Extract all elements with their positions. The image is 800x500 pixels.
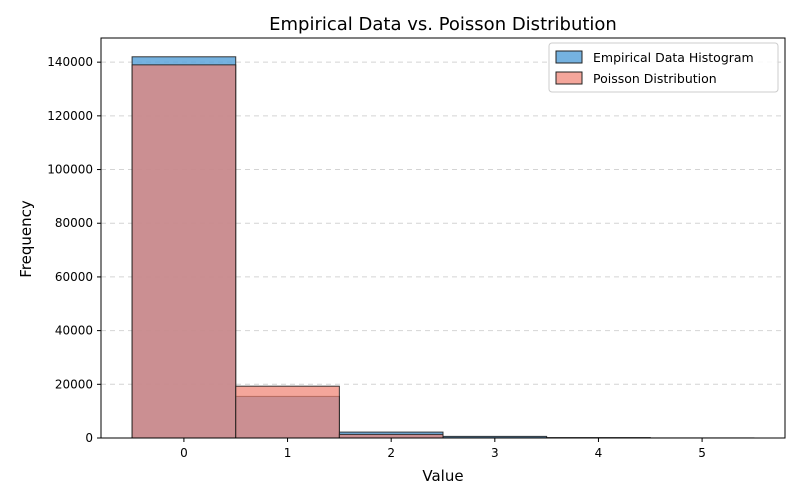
y-tick-label: 0 [85, 431, 93, 445]
plot-frame [100, 37, 786, 439]
y-tick-label: 20000 [55, 377, 93, 391]
poisson-bar-0 [131, 64, 237, 439]
y-ticks: 0 20000 40000 60000 80000 100000 120000 140000 [47, 55, 101, 445]
legend-label-empirical: Empirical Data Histogram [593, 50, 754, 65]
legend: Empirical Data Histogram Poisson Distrib… [548, 42, 779, 93]
y-axis-label: Frequency [17, 200, 35, 278]
poisson-bar-2 [338, 433, 444, 439]
legend-label-poisson: Poisson Distribution [593, 71, 717, 86]
y-tick-label: 80000 [55, 216, 93, 230]
y-tick-label: 140000 [47, 55, 93, 69]
x-tick-label: 5 [698, 446, 706, 460]
x-tick-label: 4 [595, 446, 603, 460]
y-tick-label: 60000 [55, 270, 93, 284]
x-tick-label: 0 [180, 446, 188, 460]
y-tick-label: 40000 [55, 324, 93, 338]
x-ticks: 0 1 2 3 4 5 [180, 438, 706, 460]
y-tick-label: 120000 [47, 109, 93, 123]
poisson-bar-1 [235, 385, 340, 439]
x-axis-label: Value [422, 467, 463, 485]
gridlines [101, 61, 785, 385]
legend-box [548, 42, 779, 93]
x-tick-label: 2 [387, 446, 395, 460]
x-tick-label: 1 [284, 446, 292, 460]
bars [131, 56, 755, 439]
x-tick-label: 3 [491, 446, 499, 460]
legend-swatch-empirical [555, 50, 583, 64]
chart-title: Empirical Data vs. Poisson Distribution [269, 14, 617, 35]
y-tick-label: 100000 [47, 163, 93, 177]
legend-swatch-poisson [555, 71, 583, 85]
